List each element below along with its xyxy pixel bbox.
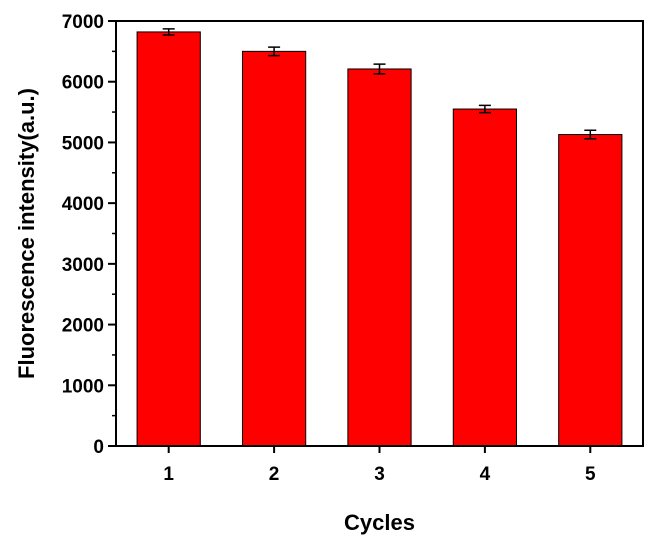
y-tick-label: 4000	[62, 194, 104, 215]
y-tick-label: 5000	[62, 133, 104, 154]
y-tick-label: 0	[93, 437, 104, 458]
bar-1	[136, 31, 201, 447]
error-bars-group	[162, 28, 597, 140]
bar-3	[347, 68, 412, 447]
y-tick-label: 6000	[62, 73, 104, 94]
x-tick-label: 1	[163, 464, 174, 485]
y-tick-label: 3000	[62, 255, 104, 276]
bars-group	[136, 31, 623, 447]
x-tick-label: 4	[480, 464, 491, 485]
error-bar-4	[478, 104, 491, 114]
bar-4	[452, 108, 518, 447]
y-tick-label: 2000	[62, 316, 104, 337]
x-tick-label: 3	[374, 464, 385, 485]
x-axis-ticks: 1 2 3 4 5	[163, 446, 596, 485]
y-axis-ticks: 0 1000 2000 3000 4000 5000 6000 7000	[62, 12, 116, 458]
x-axis-label: Cycles	[344, 510, 415, 535]
x-tick-label: 5	[585, 464, 596, 485]
error-bar-5	[584, 129, 597, 140]
error-bar-1	[162, 28, 175, 36]
y-tick-label: 7000	[62, 12, 104, 33]
bar-5	[558, 134, 623, 447]
error-bar-2	[268, 46, 281, 57]
bar-2	[241, 50, 307, 447]
y-axis-label: Fluorescence intensity(a.u.)	[14, 88, 39, 379]
error-bar-3	[373, 63, 386, 75]
x-tick-label: 2	[269, 464, 280, 485]
y-tick-label: 1000	[62, 376, 104, 397]
